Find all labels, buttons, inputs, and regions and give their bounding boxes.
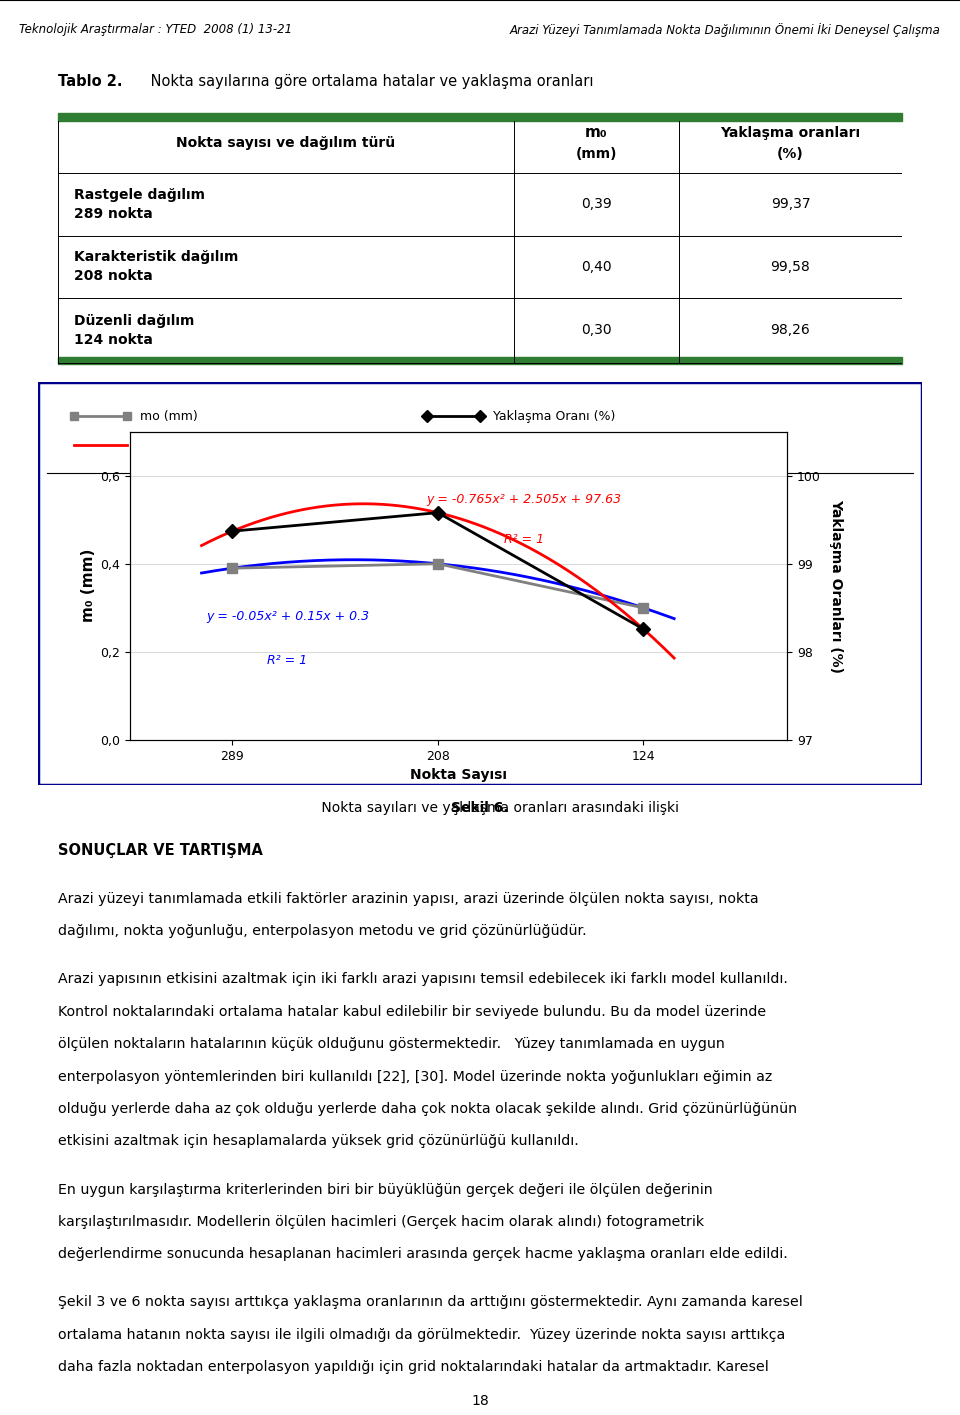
- Text: y = -0.05x² + 0.15x + 0.3: y = -0.05x² + 0.15x + 0.3: [205, 610, 369, 624]
- Text: 99,37: 99,37: [771, 198, 810, 211]
- Text: mo (mm): mo (mm): [140, 410, 198, 423]
- Text: Teknolojik Araştırmalar : YTED  2008 (1) 13-21: Teknolojik Araştırmalar : YTED 2008 (1) …: [19, 23, 293, 35]
- Text: Arazi yapısının etkisini azaltmak için iki farklı arazi yapısını temsil edebilec: Arazi yapısının etkisini azaltmak için i…: [58, 972, 787, 986]
- Text: etkisini azaltmak için hesaplamalarda yüksek grid çözünürlüğü kullanıldı.: etkisini azaltmak için hesaplamalarda yü…: [58, 1135, 578, 1149]
- Text: (%): (%): [777, 147, 804, 161]
- Text: Nokta sayılarına göre ortalama hatalar ve yaklaşma oranları: Nokta sayılarına göre ortalama hatalar v…: [146, 74, 594, 89]
- Text: 0,30: 0,30: [581, 324, 612, 337]
- Text: En uygun karşılaştırma kriterlerinden biri bir büyüklüğün gerçek değeri ile ölçü: En uygun karşılaştırma kriterlerinden bi…: [58, 1183, 712, 1197]
- Text: 18: 18: [471, 1394, 489, 1408]
- Text: Polinom (Yaklaşma Oranı (%)): Polinom (Yaklaşma Oranı (%)): [140, 439, 325, 451]
- Text: 0,40: 0,40: [581, 260, 612, 273]
- Text: Yaklaşma oranları: Yaklaşma oranları: [720, 126, 860, 140]
- Text: Polinom (mo (mm)): Polinom (mo (mm)): [493, 439, 614, 451]
- Text: (mm): (mm): [575, 147, 617, 161]
- Text: R² = 1: R² = 1: [268, 654, 307, 666]
- Text: ortalama hatanın nokta sayısı ile ilgili olmadığı da görülmektedir.  Yüzey üzeri: ortalama hatanın nokta sayısı ile ilgili…: [58, 1327, 785, 1341]
- Text: 98,26: 98,26: [771, 324, 810, 337]
- X-axis label: Nokta Sayısı: Nokta Sayısı: [410, 768, 507, 782]
- Bar: [58, 357, 902, 364]
- Text: karşılaştırılmasıdır. Modellerin ölçülen hacimleri (Gerçek hacim olarak alındı) : karşılaştırılmasıdır. Modellerin ölçülen…: [58, 1215, 704, 1228]
- Text: Karakteristik dağılım: Karakteristik dağılım: [75, 250, 239, 265]
- Text: ölçülen noktaların hatalarının küçük olduğunu göstermektedir.   Yüzey tanımlamad: ölçülen noktaların hatalarının küçük old…: [58, 1037, 725, 1051]
- Text: SONUÇLAR VE TARTIŞMA: SONUÇLAR VE TARTIŞMA: [58, 843, 262, 859]
- Text: y = -0.765x² + 2.505x + 97.63: y = -0.765x² + 2.505x + 97.63: [426, 494, 622, 507]
- Text: Nokta sayısı ve dağılım türü: Nokta sayısı ve dağılım türü: [176, 136, 396, 150]
- Text: enterpolasyon yöntemlerinden biri kullanıldı [22], [30]. Model üzerinde nokta yo: enterpolasyon yöntemlerinden biri kullan…: [58, 1070, 772, 1084]
- Text: R² = 1: R² = 1: [504, 533, 544, 546]
- Text: 124 nokta: 124 nokta: [75, 333, 154, 347]
- Text: Kontrol noktalarındaki ortalama hatalar kabul edilebilir bir seviyede bulundu. B: Kontrol noktalarındaki ortalama hatalar …: [58, 1005, 766, 1019]
- Text: Arazi Yüzeyi Tanımlamada Nokta Dağılımının Önemi İki Deneysel Çalışma: Arazi Yüzeyi Tanımlamada Nokta Dağılımın…: [510, 23, 941, 37]
- Y-axis label: m₀ (mm): m₀ (mm): [81, 549, 96, 623]
- Text: 289 nokta: 289 nokta: [75, 207, 154, 221]
- Text: değerlendirme sonucunda hesaplanan hacimleri arasında gerçek hacme yaklaşma oran: değerlendirme sonucunda hesaplanan hacim…: [58, 1248, 787, 1261]
- Text: Tablo 2.: Tablo 2.: [58, 74, 122, 89]
- Text: 99,58: 99,58: [771, 260, 810, 273]
- Text: m₀: m₀: [585, 125, 608, 140]
- Text: Yaklaşma Oranı (%): Yaklaşma Oranı (%): [493, 410, 615, 423]
- Text: olduğu yerlerde daha az çok olduğu yerlerde daha çok nokta olacak şekilde alındı: olduğu yerlerde daha az çok olduğu yerle…: [58, 1102, 797, 1116]
- Text: dağılımı, nokta yoğunluğu, enterpolasyon metodu ve grid çözünürlüğüdür.: dağılımı, nokta yoğunluğu, enterpolasyon…: [58, 924, 587, 938]
- Text: Düzenli dağılım: Düzenli dağılım: [75, 314, 195, 328]
- Text: Rastgele dağılım: Rastgele dağılım: [75, 188, 205, 202]
- Text: daha fazla noktadan enterpolasyon yapıldığı için grid noktalarındaki hatalar da : daha fazla noktadan enterpolasyon yapıld…: [58, 1360, 768, 1374]
- Text: Nokta sayıları ve yaklaşma oranları arasındaki ilişki: Nokta sayıları ve yaklaşma oranları aras…: [281, 801, 679, 815]
- Bar: [58, 113, 902, 120]
- Text: Arazi yüzeyi tanımlamada etkili faktörler arazinin yapısı, arazi üzerinde ölçüle: Arazi yüzeyi tanımlamada etkili faktörle…: [58, 891, 758, 906]
- Text: Şekil 6.: Şekil 6.: [451, 801, 509, 815]
- Text: 208 nokta: 208 nokta: [75, 269, 154, 283]
- Text: 0,39: 0,39: [581, 198, 612, 211]
- Text: Şekil 3 ve 6 nokta sayısı arttıkça yaklaşma oranlarının da arttığını göstermekte: Şekil 3 ve 6 nokta sayısı arttıkça yakla…: [58, 1295, 803, 1309]
- Y-axis label: Yaklaşma Oranları (%): Yaklaşma Oranları (%): [829, 499, 843, 672]
